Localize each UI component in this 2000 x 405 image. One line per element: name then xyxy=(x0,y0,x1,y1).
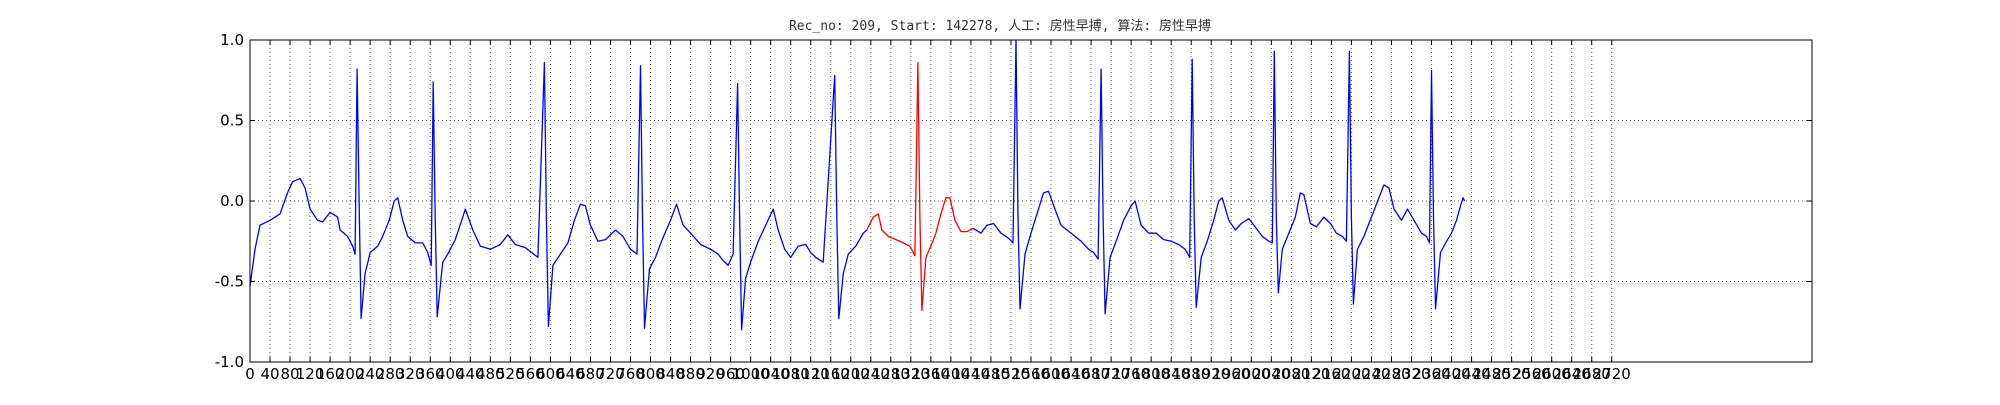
ecg-trace-segment-3 xyxy=(973,39,1466,315)
x-tick-label: 320 xyxy=(396,365,425,383)
x-tick-label: 1600 xyxy=(1032,365,1070,383)
x-tick-label: 2240 xyxy=(1352,365,1390,383)
x-tick-label: 2560 xyxy=(1513,365,1551,383)
x-tick-label: 1760 xyxy=(1112,365,1150,383)
series-layer xyxy=(249,39,1466,331)
x-tick-label: 1800 xyxy=(1132,365,1170,383)
x-tick-label: 2000 xyxy=(1232,365,1270,383)
x-tick-label: 1320 xyxy=(892,365,930,383)
x-tick-label: 2080 xyxy=(1272,365,1310,383)
x-tick-label: 2680 xyxy=(1573,365,1611,383)
x-tick-label: 2120 xyxy=(1292,365,1330,383)
x-tick-label: 920 xyxy=(696,365,725,383)
grid-layer xyxy=(250,40,1812,362)
x-tick-label: 440 xyxy=(456,365,485,383)
x-tick-label: 2440 xyxy=(1452,365,1490,383)
x-tick-label: 360 xyxy=(416,365,445,383)
x-tick-label: 760 xyxy=(616,365,645,383)
axes-layer xyxy=(249,39,1813,363)
x-tick-label: 2640 xyxy=(1553,365,1591,383)
x-tick-label: 1520 xyxy=(992,365,1030,383)
x-tick-label: 720 xyxy=(596,365,625,383)
x-tick-label: 2520 xyxy=(1493,365,1531,383)
x-tick-label: 1280 xyxy=(872,365,910,383)
x-tick-label: 1240 xyxy=(852,365,890,383)
x-tick-label: 2040 xyxy=(1252,365,1290,383)
y-tick-label: -1.0 xyxy=(215,353,244,371)
x-tick-label: 1920 xyxy=(1192,365,1230,383)
y-tick-label: -0.5 xyxy=(215,273,244,291)
x-tick-label: 800 xyxy=(636,365,665,383)
x-tick-label: 1200 xyxy=(832,365,870,383)
x-tick-label: 1400 xyxy=(932,365,970,383)
x-tick-label: 2600 xyxy=(1533,365,1571,383)
x-tick-label: 1480 xyxy=(972,365,1010,383)
x-tick-label: 2200 xyxy=(1332,365,1370,383)
x-tick-label: 640 xyxy=(556,365,585,383)
x-tick-label: 2360 xyxy=(1412,365,1450,383)
x-tick-label: 880 xyxy=(676,365,705,383)
x-tick-label: 600 xyxy=(536,365,565,383)
x-tick-label: 200 xyxy=(336,365,365,383)
y-tick-label: 1.0 xyxy=(220,31,244,49)
y-tick-label: 0.0 xyxy=(220,192,244,210)
x-tick-label: 80 xyxy=(281,365,300,383)
x-tick-label: 280 xyxy=(376,365,405,383)
x-tick-label: 1640 xyxy=(1052,365,1090,383)
y-tick-labels: 1.0 0.5 0.0 -0.5 -1.0 xyxy=(215,31,244,371)
x-tick-label: 960 xyxy=(716,365,745,383)
x-tick-label: 520 xyxy=(496,365,525,383)
x-tick-label: 560 xyxy=(516,365,545,383)
x-tick-label: 680 xyxy=(576,365,605,383)
x-tick-label: 400 xyxy=(436,365,465,383)
x-tick-label: 2480 xyxy=(1472,365,1510,383)
x-tick-label: 1960 xyxy=(1212,365,1250,383)
x-tick-label: 160 xyxy=(316,365,345,383)
x-tick-label: 2400 xyxy=(1432,365,1470,383)
x-tick-label: 1840 xyxy=(1152,365,1190,383)
x-tick-label: 480 xyxy=(476,365,505,383)
x-tick-label: 0 xyxy=(245,365,255,383)
x-tick-label: 240 xyxy=(356,365,385,383)
x-tick-label: 2160 xyxy=(1312,365,1350,383)
x-tick-label: 1440 xyxy=(952,365,990,383)
x-tick-label: 120 xyxy=(296,365,325,383)
x-tick-label: 1040 xyxy=(752,365,790,383)
x-tick-label: 1680 xyxy=(1072,365,1110,383)
x-tick-label: 1720 xyxy=(1092,365,1130,383)
ecg-highlight-segment xyxy=(866,61,974,312)
x-tick-label: 1360 xyxy=(912,365,950,383)
x-tick-label: 1080 xyxy=(772,365,810,383)
ecg-trace-segment-1 xyxy=(249,61,868,331)
x-tick-label: 1560 xyxy=(1012,365,1050,383)
x-tick-label: 1000 xyxy=(732,365,770,383)
x-tick-label: 2280 xyxy=(1372,365,1410,383)
x-tick-label: 840 xyxy=(656,365,685,383)
x-tick-label: 1880 xyxy=(1172,365,1210,383)
y-tick-label: 0.5 xyxy=(220,112,244,130)
x-tick-label: 2320 xyxy=(1392,365,1430,383)
x-tick-label: 1120 xyxy=(792,365,830,383)
x-tick-label: 2720 xyxy=(1593,365,1631,383)
chart-title: Rec_no: 209, Start: 142278, 人工: 房性早搏, 算法… xyxy=(789,18,1211,34)
x-tick-label: 1160 xyxy=(812,365,850,383)
x-tick-labels: 0 40 8012016020024028032036040044048052056… xyxy=(245,365,1631,383)
x-tick-label: 40 xyxy=(260,365,279,383)
